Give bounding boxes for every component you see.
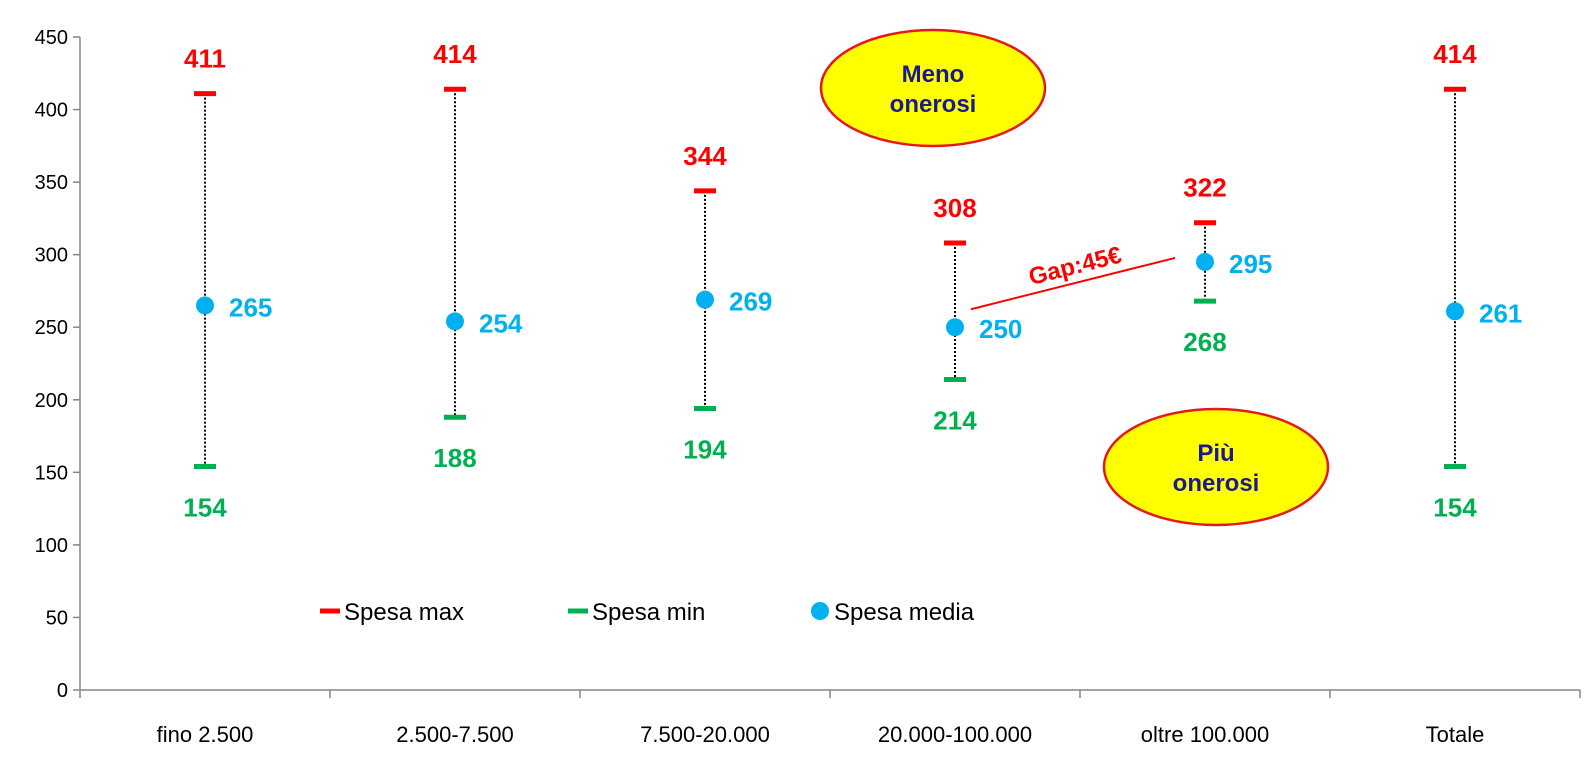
max-value-label: 344 bbox=[683, 141, 727, 171]
mean-value-label: 265 bbox=[229, 292, 272, 322]
axes-layer: 0 50 100 150 200 250 300 350 400 450 fino 2.500 2.5… bbox=[35, 27, 1581, 747]
min-value-label: 268 bbox=[1183, 327, 1226, 357]
mean-point bbox=[446, 312, 464, 331]
mean-value-label: 250 bbox=[979, 314, 1022, 344]
max-value-label: 411 bbox=[184, 44, 226, 74]
y-tick-label: 250 bbox=[35, 317, 68, 339]
y-tick-label: 400 bbox=[35, 100, 68, 122]
y-tick-label: 100 bbox=[35, 535, 68, 557]
max-value-label: 322 bbox=[1183, 173, 1226, 203]
mean-point bbox=[1446, 302, 1464, 321]
bubble-more-costly bbox=[1102, 407, 1330, 527]
bubble-more-costly-text: onerosi bbox=[1173, 470, 1260, 497]
bubble-less-costly-text: onerosi bbox=[890, 91, 977, 118]
x-category-label: 2.500-7.500 bbox=[396, 722, 513, 747]
legend-label: Spesa media bbox=[834, 599, 975, 626]
legend: Spesa max Spesa min Spesa media bbox=[320, 599, 975, 626]
x-category-label: 7.500-20.000 bbox=[640, 722, 770, 747]
x-category-label: oltre 100.000 bbox=[1141, 722, 1269, 747]
x-category-label: fino 2.500 bbox=[157, 722, 254, 747]
mean-point bbox=[946, 318, 964, 337]
y-tick-label: 0 bbox=[57, 680, 68, 702]
min-value-label: 154 bbox=[183, 493, 227, 523]
min-value-label: 214 bbox=[933, 405, 977, 435]
legend-label: Spesa max bbox=[344, 599, 464, 626]
mean-point bbox=[1196, 252, 1214, 271]
max-value-label: 308 bbox=[933, 193, 976, 223]
mean-value-label: 261 bbox=[1479, 298, 1522, 328]
mean-value-label: 295 bbox=[1229, 249, 1272, 279]
y-tick-label: 150 bbox=[35, 462, 68, 484]
x-category-label: 20.000-100.000 bbox=[878, 722, 1032, 747]
min-value-label: 194 bbox=[683, 434, 727, 464]
y-tick-label: 50 bbox=[46, 607, 68, 629]
bubble-more-costly-text: Più bbox=[1197, 440, 1234, 467]
min-value-label: 154 bbox=[1433, 493, 1477, 523]
max-value-label: 414 bbox=[1433, 39, 1477, 69]
legend-item-spesa-media: Spesa media bbox=[811, 599, 975, 626]
data-labels-layer: 411 414 344 308 322 414 154 188 194 214 268 154 265 2… bbox=[183, 39, 1522, 522]
y-tick-label: 350 bbox=[35, 172, 68, 194]
mean-value-label: 254 bbox=[479, 308, 523, 338]
mean-point bbox=[696, 290, 714, 309]
mean-value-label: 269 bbox=[729, 287, 772, 317]
marks-layer bbox=[194, 86, 1466, 470]
y-tick-label: 200 bbox=[35, 390, 68, 412]
gap-line bbox=[970, 256, 1176, 311]
mean-point bbox=[196, 296, 214, 315]
legend-label: Spesa min bbox=[592, 599, 705, 626]
y-tick-label: 300 bbox=[35, 245, 68, 267]
legend-swatch bbox=[811, 602, 829, 620]
max-value-label: 414 bbox=[433, 39, 477, 69]
legend-item-spesa-min: Spesa min bbox=[568, 599, 705, 626]
bubble-less-costly-text: Meno bbox=[902, 61, 965, 88]
min-value-label: 188 bbox=[433, 443, 476, 473]
y-tick-label: 450 bbox=[35, 27, 68, 49]
x-category-label: Totale bbox=[1426, 722, 1485, 747]
bubble-less-costly bbox=[819, 28, 1047, 148]
legend-item-spesa-max: Spesa max bbox=[320, 599, 464, 626]
